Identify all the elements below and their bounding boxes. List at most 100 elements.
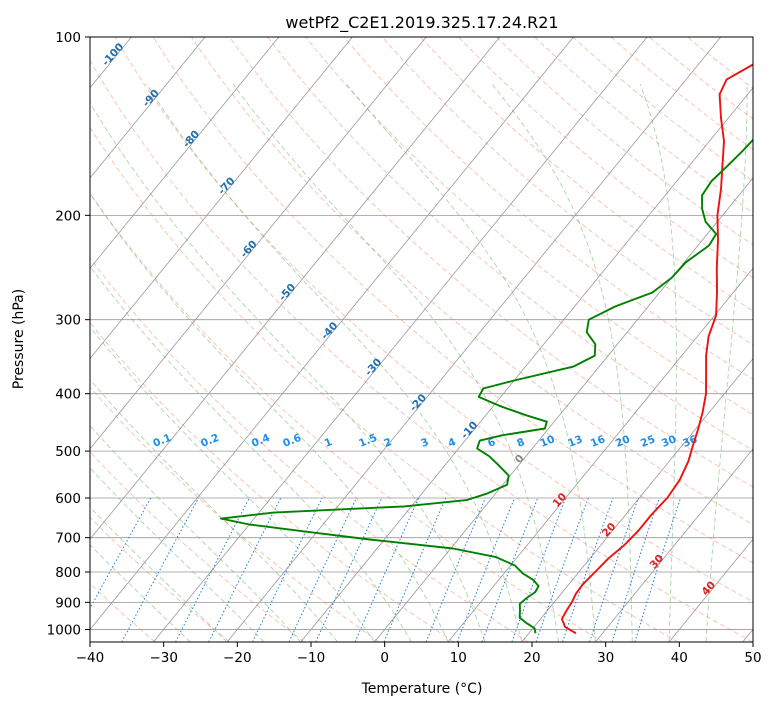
isotherm-label: -40 bbox=[319, 320, 341, 342]
isotherm-line bbox=[90, 37, 427, 450]
dry-adiabat bbox=[343, 37, 753, 380]
mixing-ratio-line bbox=[383, 497, 447, 642]
dry-adiabat bbox=[381, 37, 753, 346]
dry-adiabat bbox=[572, 37, 753, 182]
mixing-ratio-line bbox=[562, 497, 614, 642]
dry-adiabat bbox=[114, 37, 753, 603]
x-tick-label: 30 bbox=[597, 650, 614, 666]
y-tick-label: 700 bbox=[55, 531, 81, 547]
mixing-ratio-line bbox=[208, 497, 282, 642]
dry-adiabat bbox=[610, 37, 753, 151]
mixing-ratio-label: 4 bbox=[446, 436, 457, 450]
dry-adiabat bbox=[90, 516, 230, 642]
y-axis: 100 200 300 400 500 600 700 800 900 1000 bbox=[47, 30, 90, 638]
isotherm-line bbox=[90, 37, 206, 179]
y-tick-label: 600 bbox=[55, 491, 81, 507]
moist-adiabat bbox=[146, 83, 523, 642]
moist-adiabat bbox=[90, 467, 265, 642]
x-axis: −40 −30 −20 −10 0 10 20 30 40 50 bbox=[76, 642, 762, 666]
dry-adiabat bbox=[191, 37, 753, 526]
moist-adiabat bbox=[491, 83, 633, 642]
mixing-ratio-label: 6 bbox=[486, 436, 497, 450]
mixing-ratio-label: 0.4 bbox=[250, 432, 272, 450]
plot-frame bbox=[89, 36, 754, 643]
dry-adiabat bbox=[267, 37, 753, 452]
isotherm-line bbox=[153, 37, 648, 642]
mixing-ratio-label: 13 bbox=[566, 433, 584, 450]
isotherm-label: -30 bbox=[363, 356, 385, 378]
mixing-ratio-label: 3 bbox=[419, 436, 430, 450]
moist-adiabat bbox=[232, 83, 560, 642]
isotherm-line bbox=[668, 538, 753, 642]
chart-title: wetPf2_C2E1.2019.325.17.24.R21 bbox=[285, 13, 558, 33]
temperature-profile bbox=[560, 63, 753, 635]
dry-adiabat bbox=[90, 386, 380, 642]
moist-adiabat bbox=[90, 378, 338, 642]
moist-adiabat bbox=[639, 83, 677, 642]
isotherm-line bbox=[374, 177, 753, 642]
isotherm-label: -100 bbox=[100, 41, 127, 69]
y-tick-label: 200 bbox=[55, 208, 81, 224]
mixing-ratio-label: 25 bbox=[639, 433, 657, 450]
x-axis-label: Temperature (°C) bbox=[361, 681, 483, 697]
y-tick-label: 500 bbox=[55, 444, 81, 460]
mixing-ratio-line bbox=[425, 497, 486, 642]
isotherm-label: -50 bbox=[277, 281, 299, 303]
mixing-ratio-line bbox=[634, 497, 681, 642]
mixing-ratio-label: 10 bbox=[538, 433, 556, 450]
moist-adiabat bbox=[90, 192, 449, 642]
mixing-ratio-label: 0.2 bbox=[199, 432, 221, 450]
dry-adiabat bbox=[90, 192, 604, 642]
moist-adiabat bbox=[90, 101, 486, 642]
mixing-ratio-label: 0.6 bbox=[281, 432, 303, 450]
dry-adiabat bbox=[458, 37, 753, 279]
y-tick-label: 300 bbox=[55, 313, 81, 329]
x-tick-label: −10 bbox=[297, 650, 326, 666]
y-tick-label: 1000 bbox=[47, 622, 81, 638]
moist-adiabat bbox=[345, 83, 596, 642]
x-tick-label: 40 bbox=[671, 650, 688, 666]
moist-adiabat bbox=[90, 506, 228, 642]
mixing-ratio-line bbox=[315, 497, 383, 642]
isotherm-label: -10 bbox=[459, 419, 481, 441]
x-tick-label: 20 bbox=[523, 650, 540, 666]
isotherm-line bbox=[742, 628, 753, 642]
dry-adiabat bbox=[687, 37, 753, 89]
dry-adiabat bbox=[305, 37, 753, 416]
isotherm-label: -80 bbox=[181, 128, 203, 150]
isotherm-label: 10 bbox=[551, 491, 570, 510]
isotherm-label: 0 bbox=[513, 452, 527, 465]
mixing-ratio-line bbox=[121, 497, 199, 642]
isotherm-label: 30 bbox=[648, 552, 667, 571]
x-tick-label: −40 bbox=[76, 650, 105, 666]
mixing-ratio-label: 0.1 bbox=[151, 432, 173, 450]
isotherm-line bbox=[90, 37, 280, 269]
dry-adiabat bbox=[152, 37, 753, 564]
moist-adiabat bbox=[90, 425, 302, 642]
moist-adiabat bbox=[90, 326, 375, 642]
y-tick-label: 100 bbox=[55, 30, 81, 46]
mixing-ratio-line bbox=[481, 497, 539, 642]
dry-adiabat bbox=[90, 126, 679, 642]
isotherm-label: -60 bbox=[238, 238, 260, 260]
isotherm-line bbox=[90, 37, 501, 540]
isotherm-line bbox=[0, 37, 58, 642]
dry-adiabat bbox=[90, 59, 753, 642]
isotherm-label: 20 bbox=[600, 521, 619, 540]
mixing-ratio-line bbox=[354, 497, 420, 642]
isotherm-line bbox=[595, 448, 753, 642]
y-tick-label: 400 bbox=[55, 387, 81, 403]
background-lines bbox=[0, 37, 753, 642]
dry-adiabat bbox=[534, 37, 753, 214]
dewpoint-profile bbox=[220, 138, 753, 634]
moist-adiabat bbox=[90, 265, 412, 642]
y-tick-label: 900 bbox=[55, 595, 81, 611]
mixing-ratio-label: 2 bbox=[382, 436, 393, 450]
isotherm-line bbox=[90, 37, 574, 631]
y-axis-label: Pressure (hPa) bbox=[11, 289, 27, 389]
isotherm-line bbox=[226, 37, 722, 642]
mixing-ratio-label: 1 bbox=[323, 436, 334, 450]
y-tick-label: 800 bbox=[55, 565, 81, 581]
isotherm-line bbox=[521, 357, 753, 642]
